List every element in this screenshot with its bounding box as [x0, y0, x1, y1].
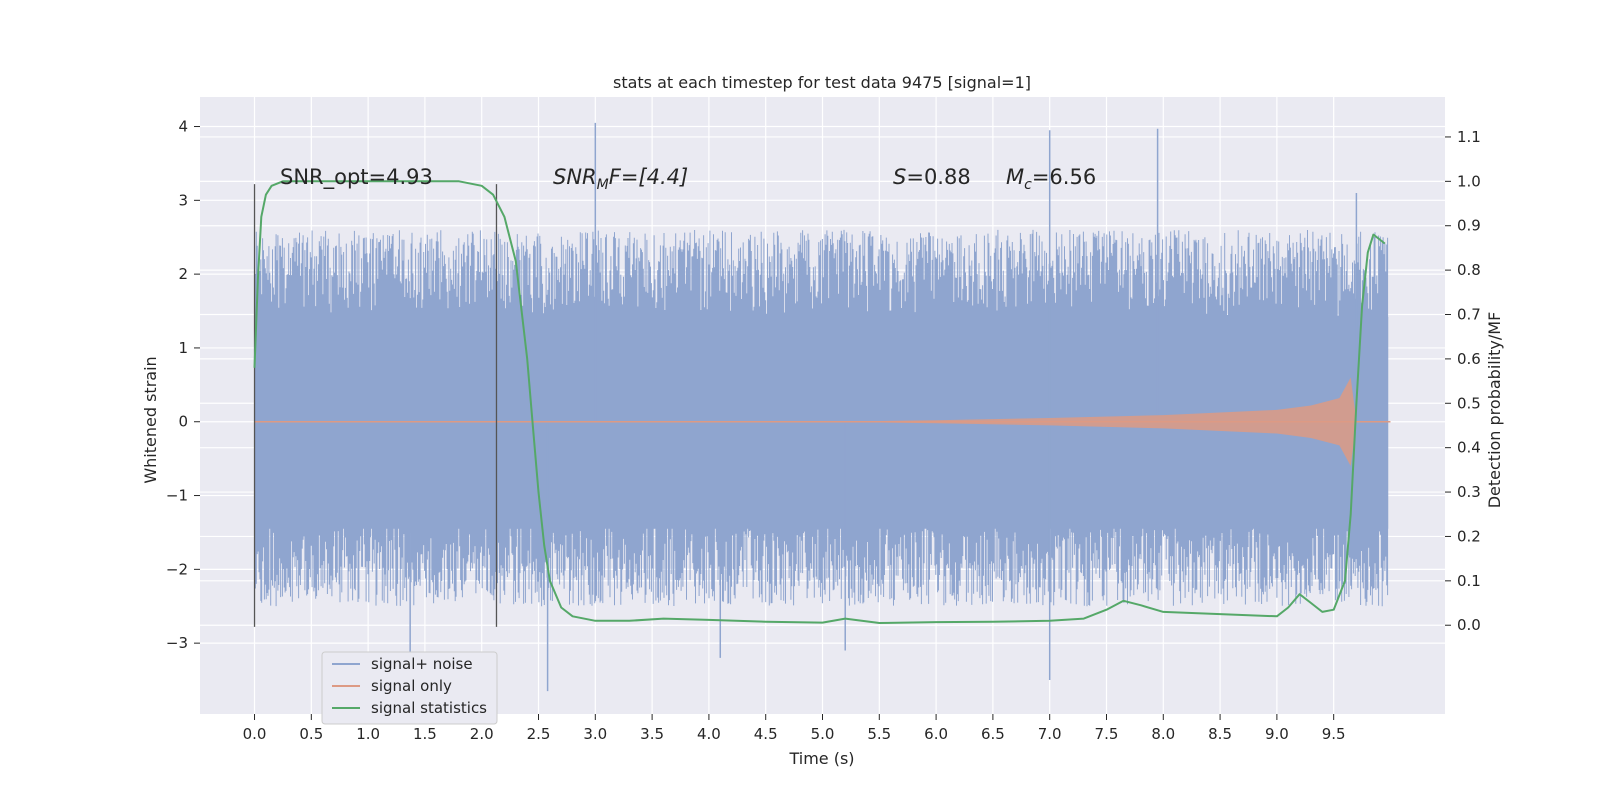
legend-frame [321, 651, 498, 725]
y-tick-label-left: 3 [178, 191, 188, 209]
x-tick-label: 1.5 [413, 725, 437, 743]
legend-label-signal-statistics: signal statistics [371, 699, 487, 717]
y-tick-label-right: 0.3 [1457, 483, 1481, 501]
legend-label-signal-noise: signal+ noise [371, 655, 473, 673]
tick-labels: 0.0 0.5 1.0 1.5 2.0 2.5 3.0 3.5 4.0 4.5 5.0 5.5 6.0 6… [166, 118, 1481, 743]
annotation-mc-sub: c [1024, 177, 1032, 193]
x-tick-label: 3.0 [583, 725, 607, 743]
legend-label-signal-only: signal only [371, 677, 452, 695]
chart-title: stats at each timestep for test data 947… [613, 73, 1031, 92]
signal-envelope [254, 377, 1391, 466]
x-tick-label: 2.5 [527, 725, 551, 743]
x-tick-label: 4.0 [697, 725, 721, 743]
y-tick-label-left: 0 [178, 413, 188, 431]
series-signal-statistics [253, 180, 1386, 624]
statistics-line [253, 180, 1386, 624]
x-tick-label: 4.5 [754, 725, 778, 743]
x-tick-label: 8.5 [1208, 725, 1232, 743]
annotation-s-rest: =0.88 [906, 165, 970, 189]
y-tick-label-right: 0.8 [1457, 261, 1481, 279]
y-axis-label-left: Whitened strain [141, 356, 160, 483]
annotation-snr-mf-main: SNR [553, 165, 597, 189]
x-tick-label: 3.5 [640, 725, 664, 743]
annotation-snr-mf: SNRMF=[4.4] [553, 165, 688, 193]
annotation-snr-mf-sub: M [597, 177, 609, 193]
x-tick-label: 7.0 [1038, 725, 1062, 743]
x-tick-label: 6.0 [924, 725, 948, 743]
y-tick-label-right: 1.1 [1457, 128, 1481, 146]
x-tick-label: 5.5 [867, 725, 891, 743]
x-tick-label: 8.0 [1151, 725, 1175, 743]
x-tick-label: 5.0 [811, 725, 835, 743]
annotation-s: S=0.88 [893, 165, 971, 189]
legend: signal+ noise signal only signal statist… [321, 651, 498, 725]
y-tick-label-right: 0.5 [1457, 394, 1481, 412]
annotation-mc-rest: =6.56 [1032, 165, 1096, 189]
annotation-s-main: S [893, 165, 906, 189]
y-tick-label-right: 0.0 [1457, 616, 1481, 634]
y-tick-label-right: 0.6 [1457, 350, 1481, 368]
vertical-markers [253, 184, 498, 627]
y-tick-label-right: 0.7 [1457, 306, 1481, 324]
y-tick-label-right: 0.4 [1457, 439, 1481, 457]
y-tick-label-left: 2 [178, 265, 188, 283]
x-tick-label: 6.5 [981, 725, 1005, 743]
x-tick-label: 9.0 [1265, 725, 1289, 743]
y-axis-label-right: Detection probability/MF [1485, 312, 1504, 509]
x-tick-label: 1.0 [356, 725, 380, 743]
y-tick-label-right: 1.0 [1457, 172, 1481, 190]
annotation-snr-opt: SNR_opt=4.93 [280, 165, 433, 190]
x-tick-label: 0.5 [299, 725, 323, 743]
y-tick-label-right: 0.9 [1457, 217, 1481, 235]
x-tick-label: 7.5 [1095, 725, 1119, 743]
annotation-mc-main: M [1006, 165, 1024, 189]
x-tick-label: 9.5 [1322, 725, 1346, 743]
y-tick-label-left: 4 [178, 118, 188, 136]
annotation-snr-mf-rest: F=[4.4] [609, 165, 688, 189]
x-axis-label: Time (s) [788, 749, 854, 768]
annotation-mc: Mc=6.56 [1006, 165, 1096, 193]
y-tick-label-right: 0.1 [1457, 572, 1481, 590]
x-tick-label: 2.0 [470, 725, 494, 743]
y-tick-label-left: −2 [166, 560, 188, 578]
y-tick-label-left: −1 [166, 487, 188, 505]
x-tick-label: 0.0 [243, 725, 267, 743]
y-tick-label-left: −3 [166, 634, 188, 652]
y-tick-label-right: 0.2 [1457, 527, 1481, 545]
series-signal-only [254, 377, 1391, 466]
y-tick-label-left: 1 [178, 339, 188, 357]
